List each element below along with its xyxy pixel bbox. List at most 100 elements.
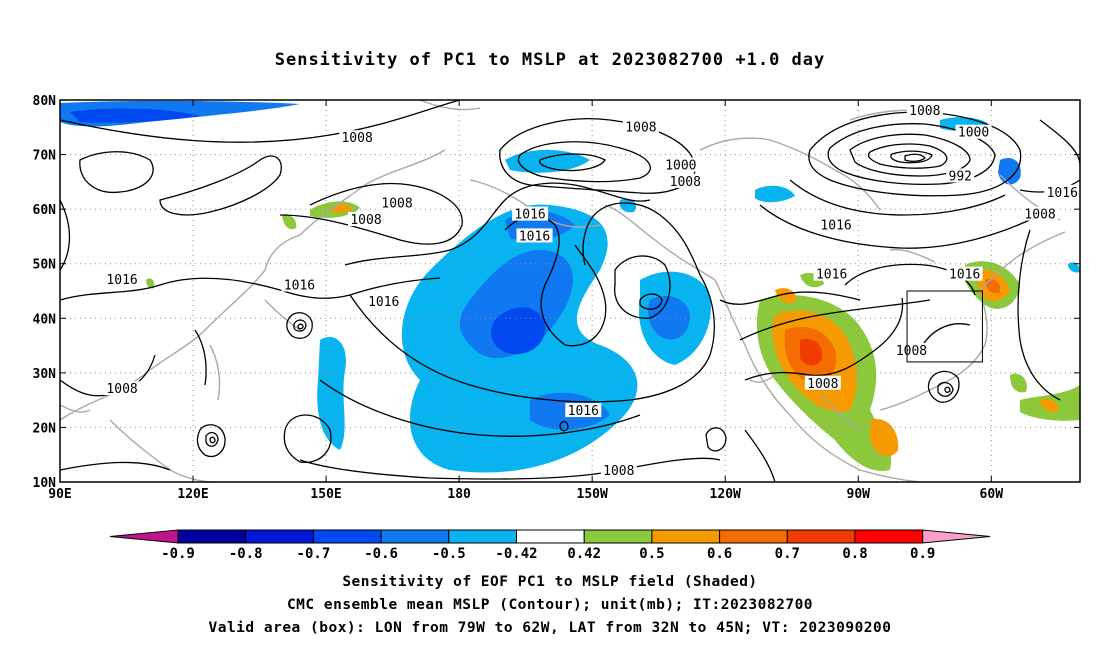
contour-label-bg — [804, 375, 841, 390]
contour-label: 1008 — [807, 377, 838, 392]
colorbar-swatch — [177, 529, 247, 544]
contour-label: 1008 — [106, 382, 137, 397]
contour-label: 1008 — [381, 197, 412, 212]
contour-label: 1008 — [625, 120, 656, 135]
lat-tick-label: 60N — [33, 203, 57, 218]
lat-tick-label: 10N — [33, 476, 57, 491]
lon-tick-label: 90E — [48, 487, 71, 502]
contour-label-bg — [622, 119, 659, 134]
contour-label-bg — [662, 157, 699, 172]
contour-label-bg — [348, 212, 384, 227]
contour-label-bg — [818, 217, 855, 232]
mslp-contours — [60, 100, 1080, 482]
contour-label: 1016 — [1047, 186, 1078, 201]
contour-label-bg — [955, 124, 992, 139]
colorbar-swatch — [719, 529, 788, 544]
map-gridlines — [60, 100, 1080, 482]
map-frame — [59, 99, 1081, 483]
contour-label: 1016 — [519, 229, 550, 244]
lat-tick-label: 40N — [33, 312, 57, 327]
contour-label-bg — [893, 343, 930, 358]
figure-title: Sensitivity of PC1 to MSLP at 2023082700… — [274, 50, 826, 70]
colorbar-label: -0.9 — [161, 546, 195, 562]
caption-contour: CMC ensemble mean MSLP (Contour); unit(m… — [286, 597, 814, 613]
lon-tick-label: 180 — [447, 487, 471, 502]
contour-label-bg — [365, 293, 402, 308]
lat-tick-label: 80N — [33, 94, 57, 109]
contour-label-bg — [339, 130, 376, 145]
contour-label-bg — [946, 266, 983, 281]
contour-label-bg — [565, 403, 602, 418]
valid-area-box — [906, 290, 983, 363]
contour-label-bg — [512, 206, 549, 221]
contour-label: 1016 — [949, 268, 980, 283]
colorbar-label: 0.42 — [567, 546, 601, 562]
contour-label-bg — [813, 266, 850, 281]
contour-label: 1008 — [670, 175, 701, 190]
colorbar-swatch — [380, 529, 450, 544]
colorbar-swatch — [516, 529, 585, 544]
axis-labels: 90E 120E 150E 180 150W 120W 90W 60W 10N 20N 30N 40N… — [33, 94, 1004, 502]
contour-label: 1008 — [603, 464, 634, 479]
lon-tick-label: 60W — [980, 487, 1004, 502]
contour-label-bg — [281, 277, 318, 292]
colorbar-swatch — [583, 529, 653, 544]
lat-tick-label: 50N — [33, 258, 57, 273]
contour-label: 1008 — [341, 131, 372, 146]
lat-tick-label: 30N — [33, 367, 57, 382]
contour-label-bg — [379, 195, 416, 210]
colorbar-label: 0.7 — [775, 546, 800, 562]
contour-label: 1016 — [284, 279, 315, 294]
contour-label-bg — [104, 381, 141, 396]
contour-label-bg — [1044, 184, 1080, 199]
colorbar-swatch — [245, 529, 314, 544]
lon-tick-label: 90W — [847, 487, 871, 502]
lon-tick-label: 120W — [710, 487, 741, 502]
contour-label: 1016 — [106, 273, 137, 288]
colorbar-label: -0.7 — [297, 546, 331, 562]
lon-tick-label: 150W — [577, 487, 608, 502]
contour-label: 1016 — [568, 404, 599, 419]
contour-label: 1016 — [820, 219, 851, 234]
contour-label-bg — [600, 463, 637, 478]
contour-label: 1016 — [514, 208, 545, 223]
colorbar-swatch — [448, 529, 517, 544]
axis-ticks — [59, 99, 1080, 483]
colorbar-label: 0.5 — [639, 546, 664, 562]
colorbar-label: 0.6 — [707, 546, 732, 562]
contour-label-bg — [104, 272, 141, 287]
colorbar-swatch — [786, 529, 856, 544]
contour-label: 1008 — [1024, 208, 1055, 223]
colorbar-label: -0.5 — [432, 546, 466, 562]
contour-label: 992 — [949, 169, 972, 184]
colorbar-label: -0.8 — [229, 546, 263, 562]
contour-label-bg — [906, 102, 943, 117]
lon-tick-label: 120E — [177, 487, 208, 502]
contour-label: 1016 — [368, 295, 399, 310]
colorbar-swatch — [312, 529, 382, 544]
colorbar-swatch — [854, 529, 924, 544]
contour-label-bg — [667, 173, 704, 188]
colorbar-label: 0.9 — [910, 546, 935, 562]
caption-valid-area: Valid area (box): LON from 79W to 62W, L… — [208, 620, 892, 636]
colorbar-label: 0.8 — [842, 546, 867, 562]
colorbar-swatch — [651, 529, 721, 544]
contour-label-bg — [1022, 206, 1059, 221]
contour-label: 1000 — [665, 158, 696, 173]
colorbar-swatch — [922, 529, 991, 544]
lat-tick-label: 70N — [33, 149, 57, 164]
lat-tick-label: 20N — [33, 421, 57, 436]
contour-label: 1008 — [909, 104, 940, 119]
colorbar-label: -0.6 — [364, 546, 398, 562]
caption-shading: Sensitivity of EOF PC1 to MSLP field (Sh… — [342, 574, 758, 590]
contour-label-bg — [516, 228, 553, 243]
contour-label-bg — [946, 168, 975, 183]
contour-label: 1000 — [958, 126, 989, 141]
contour-label: 1008 — [350, 213, 381, 228]
colorbar-label: -0.42 — [495, 546, 537, 562]
contour-label: 1016 — [816, 268, 847, 283]
contour-label: 1008 — [896, 344, 927, 359]
